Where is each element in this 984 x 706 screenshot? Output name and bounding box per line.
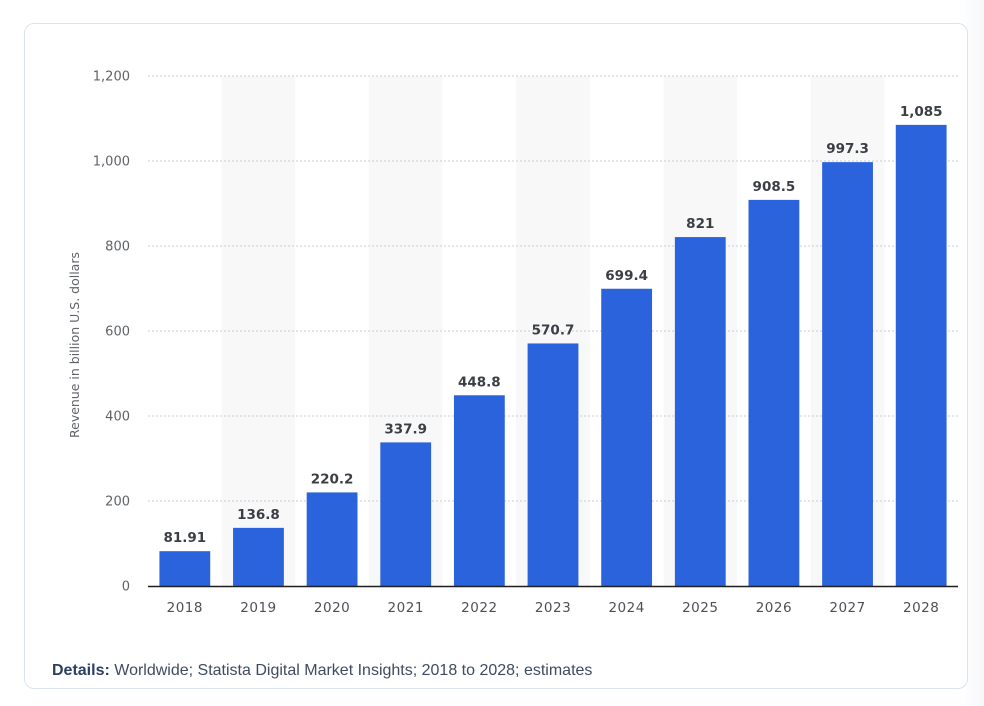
bar: [527, 343, 579, 586]
value-label: 337.9: [384, 421, 427, 437]
y-tick-label: 1,000: [93, 155, 130, 170]
x-tick-label: 2020: [314, 600, 350, 616]
value-label: 448.8: [458, 374, 501, 390]
x-tick-label: 2018: [167, 600, 203, 616]
value-label: 699.4: [605, 268, 648, 284]
value-label: 1,085: [900, 104, 943, 120]
x-tick-label: 2021: [388, 600, 424, 616]
bar: [380, 442, 432, 586]
x-tick-label: 2023: [535, 600, 571, 616]
bar: [306, 492, 358, 586]
bars: [159, 124, 947, 586]
bar: [159, 551, 211, 586]
value-labels: 81.91 136.8 220.2 337.9 448.8 570.7 699.4 821 90…: [163, 104, 942, 546]
y-axis-label: Revenue in billion U.S. dollars: [67, 252, 82, 438]
bar: [233, 527, 284, 586]
value-label: 570.7: [532, 322, 575, 338]
details-note: Details: Worldwide; Statista Digital Mar…: [52, 662, 592, 680]
y-tick-label: 600: [105, 325, 130, 340]
bar: [822, 162, 873, 586]
bar: [453, 395, 505, 586]
details-text: Worldwide; Statista Digital Market Insig…: [114, 662, 593, 679]
y-axis-ticks: 0 200 400 600 800 1,000 1,200: [93, 70, 130, 595]
x-tick-label: 2025: [682, 600, 718, 616]
x-tick-label: 2028: [903, 600, 939, 616]
value-label: 908.5: [753, 179, 796, 195]
y-tick-label: 400: [105, 410, 130, 425]
x-tick-label: 2019: [240, 600, 276, 616]
y-tick-label: 1,200: [93, 70, 130, 85]
bar: [674, 237, 726, 586]
bar: [601, 288, 653, 586]
x-tick-label: 2022: [461, 600, 497, 616]
value-label: 136.8: [237, 507, 280, 523]
bar: [895, 124, 947, 586]
x-tick-label: 2024: [608, 600, 644, 616]
value-label: 81.91: [163, 530, 206, 546]
x-tick-label: 2026: [756, 600, 792, 616]
x-axis-ticks: 2018 2019 2020 2021 2022 2023 2024 2025 2026 2027…: [167, 600, 939, 616]
value-label: 220.2: [311, 471, 354, 487]
y-tick-label: 200: [105, 495, 130, 510]
bar: [748, 199, 800, 586]
x-tick-label: 2027: [829, 600, 865, 616]
y-tick-label: 0: [122, 580, 130, 595]
y-tick-label: 800: [105, 240, 130, 255]
value-label: 821: [686, 216, 714, 232]
details-label: Details:: [52, 662, 110, 679]
value-label: 997.3: [826, 141, 869, 157]
